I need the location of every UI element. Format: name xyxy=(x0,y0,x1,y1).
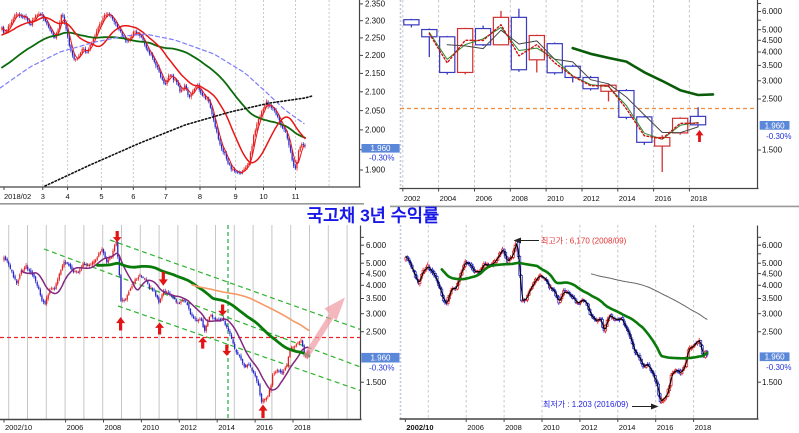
svg-text:1.900: 1.900 xyxy=(365,166,386,175)
svg-text:2.200: 2.200 xyxy=(365,51,386,60)
svg-text:-0.30%: -0.30% xyxy=(766,363,791,372)
svg-text:6.000: 6.000 xyxy=(366,241,387,250)
svg-text:7: 7 xyxy=(164,192,168,201)
svg-text:2.300: 2.300 xyxy=(365,16,386,25)
svg-text:2002: 2002 xyxy=(404,194,421,203)
svg-text:2018: 2018 xyxy=(695,423,712,432)
svg-text:2010: 2010 xyxy=(543,423,560,432)
svg-text:2012: 2012 xyxy=(180,423,197,432)
svg-text:최저가 : 1.203 (2016/09): 최저가 : 1.203 (2016/09) xyxy=(543,399,629,409)
svg-text:4.000: 4.000 xyxy=(366,281,387,290)
svg-text:3.000: 3.000 xyxy=(762,309,783,318)
svg-text:4.000: 4.000 xyxy=(762,48,783,57)
svg-text:2018: 2018 xyxy=(690,194,707,203)
svg-text:2002/10: 2002/10 xyxy=(5,423,32,432)
svg-text:-0.30%: -0.30% xyxy=(369,153,394,162)
svg-text:2012: 2012 xyxy=(583,194,600,203)
svg-text:국고채 3년 수익률: 국고채 3년 수익률 xyxy=(307,206,439,226)
svg-text:4.000: 4.000 xyxy=(762,281,783,290)
svg-text:2006: 2006 xyxy=(67,423,84,432)
svg-text:3.500: 3.500 xyxy=(762,61,783,70)
svg-text:2016: 2016 xyxy=(256,423,273,432)
svg-text:1.960: 1.960 xyxy=(765,353,786,362)
svg-text:1.500: 1.500 xyxy=(762,146,783,155)
svg-text:3.000: 3.000 xyxy=(366,309,387,318)
svg-text:6: 6 xyxy=(131,192,135,201)
svg-text:2.500: 2.500 xyxy=(366,327,387,336)
svg-text:2008: 2008 xyxy=(505,423,522,432)
svg-text:4.500: 4.500 xyxy=(366,269,387,278)
svg-text:1.960: 1.960 xyxy=(370,144,391,153)
svg-text:2006: 2006 xyxy=(476,194,493,203)
svg-text:11: 11 xyxy=(292,192,300,201)
svg-text:8: 8 xyxy=(198,192,202,201)
svg-text:1.500: 1.500 xyxy=(366,378,387,387)
svg-text:2.100: 2.100 xyxy=(365,88,386,97)
svg-text:2016: 2016 xyxy=(657,423,674,432)
svg-text:2.500: 2.500 xyxy=(762,95,783,104)
svg-text:1.960: 1.960 xyxy=(370,354,391,363)
svg-text:4.500: 4.500 xyxy=(762,36,783,45)
svg-text:2014: 2014 xyxy=(619,423,636,432)
svg-text:3.000: 3.000 xyxy=(762,77,783,86)
svg-text:2008: 2008 xyxy=(511,194,528,203)
svg-text:3.500: 3.500 xyxy=(762,294,783,303)
svg-text:-0.30%: -0.30% xyxy=(369,364,394,373)
svg-text:2018/02: 2018/02 xyxy=(4,192,31,201)
svg-text:2.050: 2.050 xyxy=(365,106,386,115)
svg-text:2006: 2006 xyxy=(467,423,484,432)
svg-text:2008: 2008 xyxy=(105,423,122,432)
svg-text:4.500: 4.500 xyxy=(762,269,783,278)
svg-text:2.000: 2.000 xyxy=(365,126,386,135)
svg-text:2014: 2014 xyxy=(218,423,235,432)
svg-text:5.000: 5.000 xyxy=(762,259,783,268)
svg-text:10: 10 xyxy=(259,192,267,201)
svg-text:2002/10: 2002/10 xyxy=(406,423,433,432)
svg-text:6.000: 6.000 xyxy=(762,7,783,16)
svg-text:2.350: 2.350 xyxy=(365,0,386,9)
svg-text:2.150: 2.150 xyxy=(365,69,386,78)
svg-text:-0.30%: -0.30% xyxy=(766,132,791,141)
svg-text:3: 3 xyxy=(41,192,45,201)
svg-text:2.500: 2.500 xyxy=(762,327,783,336)
svg-text:최고가 : 6,170 (2008/09): 최고가 : 6,170 (2008/09) xyxy=(541,236,627,246)
svg-text:2016: 2016 xyxy=(655,194,672,203)
svg-text:4: 4 xyxy=(66,192,70,201)
svg-text:2014: 2014 xyxy=(619,194,636,203)
svg-text:9: 9 xyxy=(234,192,238,201)
svg-text:5: 5 xyxy=(99,192,103,201)
svg-text:1.960: 1.960 xyxy=(765,121,786,130)
svg-text:5.000: 5.000 xyxy=(762,25,783,34)
svg-text:2010: 2010 xyxy=(547,194,564,203)
svg-text:6.000: 6.000 xyxy=(762,241,783,250)
svg-text:2018: 2018 xyxy=(294,423,311,432)
svg-text:2012: 2012 xyxy=(581,423,598,432)
svg-text:2.250: 2.250 xyxy=(365,34,386,43)
svg-text:3.500: 3.500 xyxy=(366,294,387,303)
svg-text:1.500: 1.500 xyxy=(762,378,783,387)
svg-text:2010: 2010 xyxy=(142,423,159,432)
svg-text:2004: 2004 xyxy=(440,194,457,203)
svg-text:5.000: 5.000 xyxy=(366,259,387,268)
